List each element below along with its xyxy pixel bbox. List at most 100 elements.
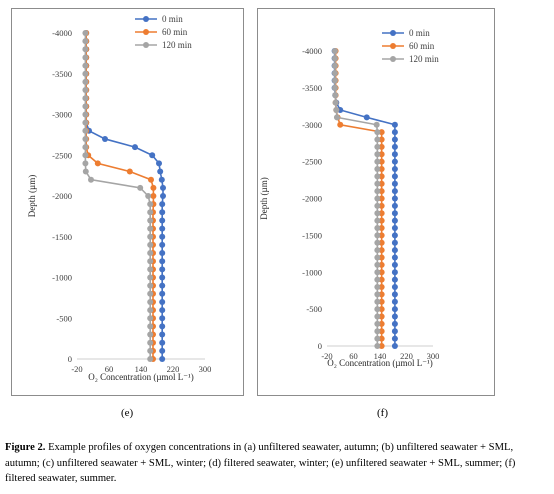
data-point bbox=[391, 276, 398, 283]
y-tick-label: -2000 bbox=[302, 194, 322, 204]
legend-swatch-marker bbox=[143, 42, 149, 48]
data-point bbox=[159, 298, 166, 305]
y-tick-label: -1000 bbox=[52, 273, 72, 283]
data-point bbox=[147, 241, 154, 248]
data-point bbox=[150, 193, 157, 199]
data-point bbox=[391, 335, 398, 342]
data-point bbox=[333, 114, 340, 121]
data-point bbox=[378, 217, 385, 224]
x-tick-label: 300 bbox=[427, 351, 440, 361]
data-point bbox=[378, 276, 385, 283]
data-point bbox=[391, 121, 398, 128]
data-point bbox=[378, 313, 385, 320]
data-point bbox=[378, 129, 385, 136]
y-tick-label: -3500 bbox=[302, 83, 322, 93]
data-point bbox=[331, 48, 338, 54]
data-point bbox=[147, 356, 154, 362]
data-point bbox=[374, 269, 381, 276]
data-point bbox=[333, 107, 340, 113]
data-point bbox=[160, 184, 166, 191]
data-point bbox=[82, 144, 89, 151]
data-point bbox=[82, 168, 89, 175]
data-point bbox=[147, 258, 154, 265]
data-point bbox=[391, 188, 398, 195]
x-tick-label: -20 bbox=[71, 364, 82, 374]
data-point bbox=[391, 328, 398, 335]
data-point bbox=[337, 121, 344, 128]
data-point bbox=[147, 250, 154, 257]
data-point bbox=[332, 99, 339, 106]
data-point bbox=[391, 158, 398, 165]
series-line bbox=[333, 51, 396, 346]
data-point bbox=[160, 193, 166, 199]
data-point bbox=[147, 323, 154, 330]
data-point bbox=[159, 217, 166, 224]
data-point bbox=[374, 291, 381, 298]
data-point bbox=[391, 217, 398, 224]
data-point bbox=[391, 166, 398, 172]
data-point bbox=[331, 84, 338, 91]
data-point bbox=[374, 298, 381, 305]
data-point bbox=[374, 210, 381, 217]
y-tick-label: -4000 bbox=[52, 28, 72, 38]
panel-label-e: (e) bbox=[121, 407, 134, 419]
data-point bbox=[391, 343, 398, 349]
data-point bbox=[159, 266, 166, 273]
data-point bbox=[147, 225, 154, 232]
data-point bbox=[82, 127, 89, 134]
data-point bbox=[391, 173, 398, 180]
y-axis-title: Depth (µm) bbox=[27, 175, 37, 217]
data-point bbox=[378, 202, 385, 209]
data-point bbox=[374, 188, 381, 195]
data-point bbox=[147, 201, 154, 208]
data-point bbox=[374, 195, 381, 202]
x-tick-label: 60 bbox=[349, 351, 358, 361]
data-point bbox=[391, 247, 398, 254]
data-point bbox=[378, 306, 385, 313]
data-point bbox=[391, 298, 398, 305]
data-point bbox=[147, 339, 154, 346]
x-tick-label: 300 bbox=[199, 364, 212, 374]
data-point bbox=[378, 254, 385, 261]
data-point bbox=[378, 143, 385, 150]
data-point bbox=[159, 331, 166, 338]
legend-swatch-marker bbox=[390, 56, 396, 62]
data-point bbox=[378, 166, 385, 172]
x-tick-label: -20 bbox=[321, 351, 332, 361]
data-point bbox=[374, 202, 381, 209]
y-tick-label: -2500 bbox=[52, 150, 72, 160]
data-point bbox=[147, 282, 154, 289]
data-point bbox=[391, 313, 398, 320]
data-point bbox=[391, 143, 398, 150]
data-point bbox=[82, 70, 89, 77]
data-point bbox=[157, 168, 164, 175]
data-point bbox=[159, 356, 166, 362]
data-point bbox=[331, 55, 338, 62]
data-point bbox=[158, 176, 165, 183]
data-point bbox=[378, 180, 385, 187]
data-point bbox=[378, 298, 385, 305]
data-point bbox=[374, 343, 381, 349]
x-tick-label: 220 bbox=[400, 351, 413, 361]
data-point bbox=[391, 261, 398, 268]
legend-swatch-marker bbox=[143, 16, 149, 22]
y-tick-label: 0 bbox=[68, 354, 72, 364]
data-point bbox=[378, 239, 385, 246]
data-point bbox=[391, 320, 398, 327]
data-point bbox=[82, 62, 89, 69]
data-point bbox=[378, 173, 385, 180]
data-point bbox=[159, 250, 166, 257]
data-point bbox=[147, 331, 154, 338]
data-point bbox=[374, 136, 381, 143]
data-point bbox=[374, 180, 381, 187]
legend-label: 60 min bbox=[409, 41, 435, 51]
data-point bbox=[94, 160, 101, 167]
data-point bbox=[150, 184, 157, 191]
data-point bbox=[378, 320, 385, 327]
y-tick-label: -500 bbox=[306, 304, 322, 314]
data-point bbox=[374, 284, 381, 290]
x-tick-label: 140 bbox=[135, 364, 148, 374]
data-point bbox=[391, 210, 398, 217]
data-point bbox=[374, 129, 381, 136]
data-point bbox=[159, 274, 166, 281]
